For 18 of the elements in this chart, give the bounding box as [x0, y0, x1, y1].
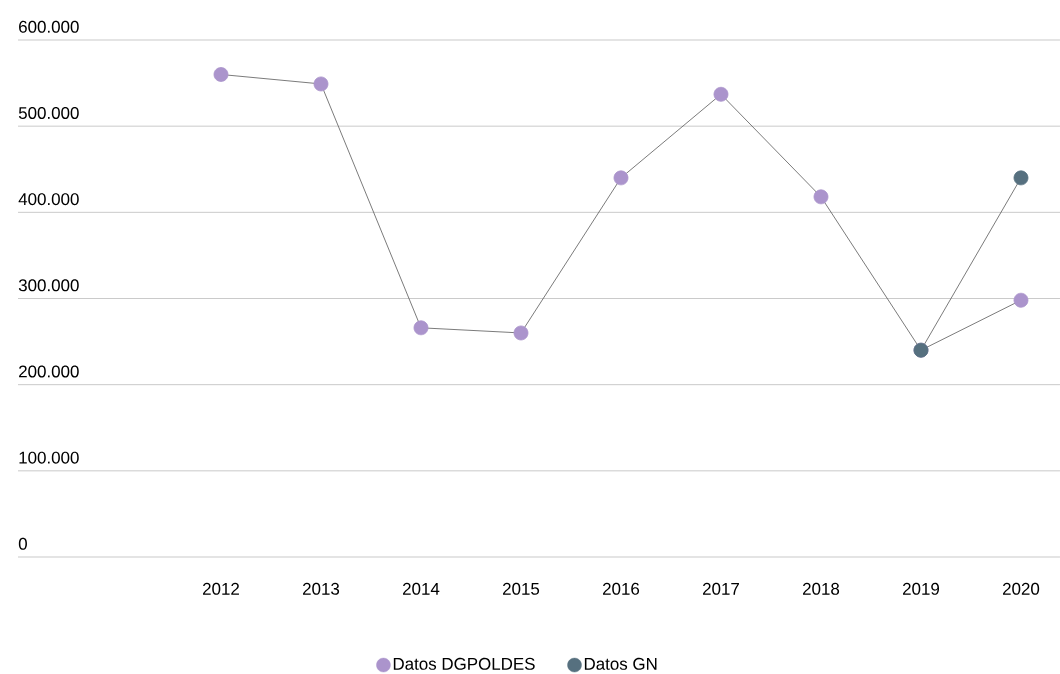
y-tick-label: 300.000	[18, 279, 79, 292]
x-tick-label: 2015	[503, 582, 540, 595]
x-tick-label: 2018	[803, 582, 840, 595]
y-tick-label: 600.000	[19, 20, 79, 33]
x-tick-label: 2016	[603, 582, 640, 595]
y-tick-label: 100.000	[19, 451, 79, 464]
legend-label: Datos DGPOLDES	[393, 657, 535, 670]
legend-label: Datos GN	[584, 657, 657, 670]
y-tick-label: 500.000	[18, 106, 79, 119]
x-tick-label: 2019	[903, 582, 940, 595]
x-tick-label: 2012	[203, 582, 239, 595]
y-tick-label: 400.000	[18, 193, 79, 206]
x-tick-label: 2020	[1003, 582, 1040, 595]
y-tick-label: 0	[18, 537, 27, 550]
x-tick-label: 2013	[303, 582, 340, 595]
x-tick-label: 2014	[403, 582, 440, 595]
y-tick-label: 200.000	[19, 365, 79, 378]
x-tick-label: 2017	[703, 582, 739, 595]
